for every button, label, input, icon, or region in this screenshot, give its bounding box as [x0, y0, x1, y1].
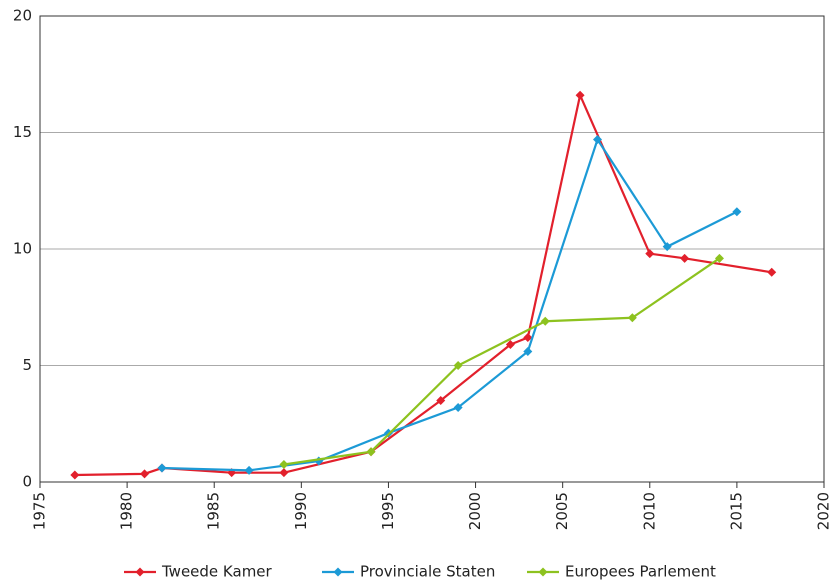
point [436, 395, 446, 405]
legend-label: Provinciale Staten [360, 563, 495, 581]
x-tick-label: 2005 [553, 492, 571, 530]
y-tick-label: 10 [13, 240, 32, 258]
x-tick-label: 1985 [205, 492, 223, 530]
point [244, 465, 254, 475]
x-tick-label: 1980 [118, 492, 136, 530]
y-tick-label: 15 [13, 123, 32, 141]
point [575, 90, 585, 100]
x-tick-label: 2015 [727, 492, 745, 530]
point [523, 347, 533, 357]
point [505, 340, 515, 350]
legend-marker [333, 567, 343, 577]
x-tick-label: 2010 [640, 492, 658, 530]
x-tick-label: 1975 [31, 492, 49, 530]
point [366, 447, 376, 457]
point [662, 242, 672, 252]
legend-label: Europees Parlement [565, 563, 716, 581]
point [540, 316, 550, 326]
point [70, 470, 80, 480]
point [279, 468, 289, 478]
point [732, 207, 742, 217]
point [279, 460, 289, 470]
point [714, 253, 724, 263]
y-tick-label: 5 [22, 356, 32, 374]
point [645, 249, 655, 259]
series-line [74, 91, 772, 477]
x-tick-label: 1995 [379, 492, 397, 530]
point [627, 313, 637, 323]
point [453, 361, 463, 370]
point [523, 333, 533, 343]
point [453, 402, 463, 412]
x-tick-label: 1990 [292, 492, 310, 530]
legend-label: Tweede Kamer [161, 563, 273, 581]
y-tick-label: 0 [22, 473, 32, 491]
point [593, 134, 603, 144]
x-tick-label: 2000 [466, 492, 484, 530]
legend-marker [135, 567, 145, 577]
point [157, 463, 167, 473]
plot-frame [39, 15, 825, 483]
x-tick-label: 2020 [815, 492, 833, 530]
y-tick-label: 20 [13, 7, 32, 25]
point [680, 253, 690, 263]
point [767, 267, 777, 277]
series-line [283, 257, 721, 466]
point [140, 469, 150, 479]
legend-marker [538, 567, 548, 577]
